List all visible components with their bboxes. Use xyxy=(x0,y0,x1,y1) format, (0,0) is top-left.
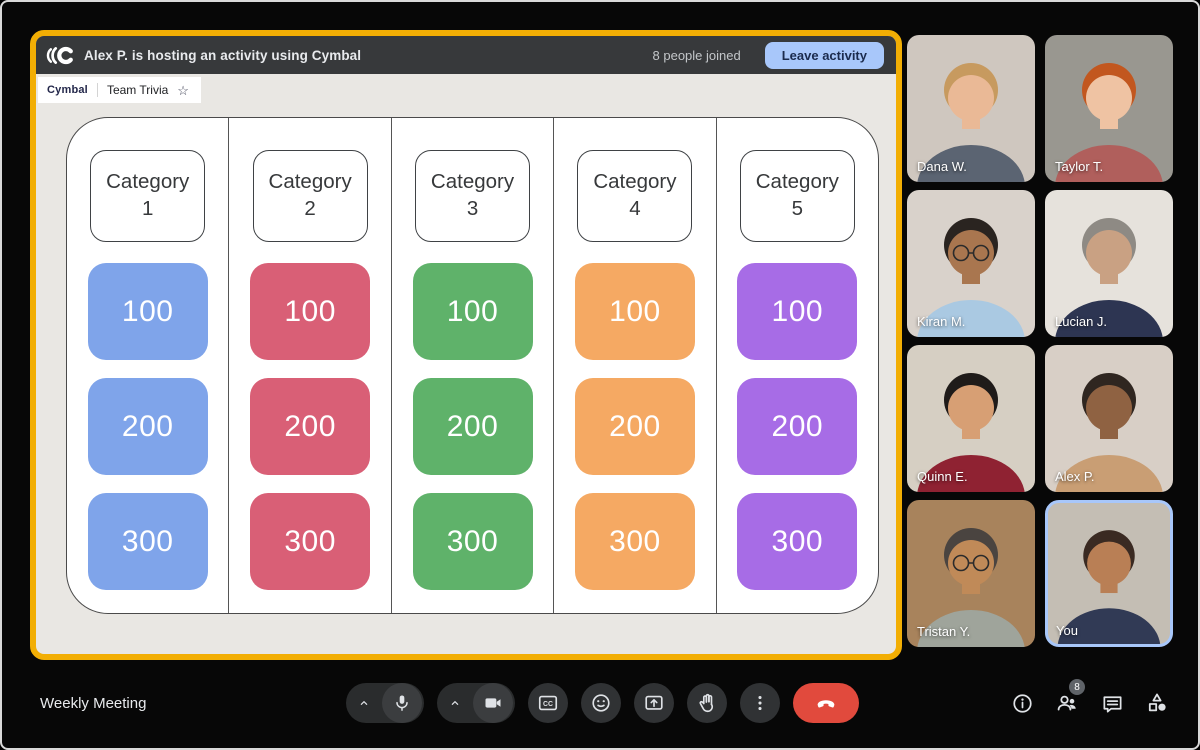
end-call-icon xyxy=(817,700,835,708)
participant-video xyxy=(1055,218,1163,337)
raise-hand-button[interactable] xyxy=(687,683,727,723)
meeting-title: Weekly Meeting xyxy=(40,695,147,712)
participant-video xyxy=(917,373,1025,492)
participant-name: Lucian J. xyxy=(1055,314,1108,329)
participant-grid: Dana W. Taylor T. Kiran M. xyxy=(907,35,1173,647)
cymbal-app-tab[interactable]: Cymbal Team Trivia ☆ xyxy=(38,77,201,103)
video-tile-quinn[interactable]: Quinn E. xyxy=(907,345,1035,492)
more-options-icon xyxy=(758,695,762,711)
cymbal-logo-icon xyxy=(46,46,73,64)
video-tile-taylor[interactable]: Taylor T. xyxy=(1045,35,1173,182)
mic-options-chevron-icon[interactable] xyxy=(346,695,382,711)
video-tile-you[interactable]: You xyxy=(1045,500,1173,647)
camera-control xyxy=(437,683,515,723)
smiley-icon xyxy=(592,694,610,712)
category-header: Category 4 xyxy=(577,150,693,242)
tile-cat4-100[interactable]: 100 xyxy=(574,263,695,360)
activity-header: Alex P. is hosting an activity using Cym… xyxy=(36,36,896,74)
mic-button[interactable] xyxy=(382,683,422,723)
tile-cat3-200[interactable]: 200 xyxy=(412,378,533,475)
category-header: Category 5 xyxy=(739,150,855,242)
activities-icon xyxy=(1148,693,1166,712)
tile-cat2-300[interactable]: 300 xyxy=(250,493,371,590)
captions-button[interactable]: CC xyxy=(528,683,568,723)
tile-cat3-100[interactable]: 100 xyxy=(412,263,533,360)
tile-cat4-300[interactable]: 300 xyxy=(574,493,695,590)
chat-icon xyxy=(1102,695,1122,713)
camera-options-chevron-icon[interactable] xyxy=(437,695,473,711)
svg-text:CC: CC xyxy=(543,701,553,708)
participant-name: Alex P. xyxy=(1055,469,1095,484)
participant-video xyxy=(917,218,1025,337)
video-tile-dana[interactable]: Dana W. xyxy=(907,35,1035,182)
category-header: Category 3 xyxy=(415,150,531,242)
video-tile-alex[interactable]: Alex P. xyxy=(1045,345,1173,492)
meeting-details-button[interactable] xyxy=(1008,689,1036,717)
category-header: Category 2 xyxy=(252,150,368,242)
tile-cat2-100[interactable]: 100 xyxy=(250,263,371,360)
activity-content: Cymbal Team Trivia ☆ Category 1 100 200 … xyxy=(36,74,896,654)
participant-video xyxy=(917,63,1025,182)
video-tile-tristan[interactable]: Tristan Y. xyxy=(907,500,1035,647)
tile-cat5-200[interactable]: 200 xyxy=(737,378,858,475)
end-call-button[interactable] xyxy=(793,683,859,723)
tile-cat5-300[interactable]: 300 xyxy=(737,493,858,590)
cymbal-brand-label: Cymbal xyxy=(47,84,88,96)
tile-cat1-200[interactable]: 200 xyxy=(87,378,208,475)
people-joined-count: 8 people joined xyxy=(652,47,741,63)
board-column-5: Category 5 100 200 300 xyxy=(715,118,878,613)
reactions-button[interactable] xyxy=(581,683,621,723)
tab-title: Team Trivia xyxy=(106,83,169,97)
call-controls: CC xyxy=(346,683,859,723)
star-icon[interactable]: ☆ xyxy=(177,82,189,98)
participant-video xyxy=(1055,373,1163,492)
participant-video xyxy=(1057,530,1161,644)
present-icon xyxy=(645,695,663,710)
chat-panel-button[interactable] xyxy=(1098,689,1126,717)
tile-cat4-200[interactable]: 200 xyxy=(574,378,695,475)
leave-activity-button[interactable]: Leave activity xyxy=(764,41,884,69)
glasses xyxy=(952,244,990,262)
video-tile-kiran[interactable]: Kiran M. xyxy=(907,190,1035,337)
people-count-badge: 8 xyxy=(1069,679,1085,695)
raise-hand-icon xyxy=(699,693,713,713)
category-header: Category 1 xyxy=(90,150,206,242)
video-tile-lucian[interactable]: Lucian J. xyxy=(1045,190,1173,337)
more-options-button[interactable] xyxy=(740,683,780,723)
camera-button[interactable] xyxy=(473,683,513,723)
tab-divider xyxy=(96,83,98,97)
mic-icon xyxy=(396,695,408,711)
participant-name: You xyxy=(1056,623,1078,638)
participant-video xyxy=(917,528,1025,647)
activities-panel-button[interactable] xyxy=(1143,689,1171,717)
tile-cat2-200[interactable]: 200 xyxy=(250,378,371,475)
trivia-board: Category 1 100 200 300 Category 2 100 20… xyxy=(66,117,879,614)
shared-activity-screen: Alex P. is hosting an activity using Cym… xyxy=(30,30,902,660)
participant-name: Taylor T. xyxy=(1055,159,1104,174)
board-column-4: Category 4 100 200 300 xyxy=(553,118,715,613)
tile-cat5-100[interactable]: 100 xyxy=(737,263,858,360)
present-button[interactable] xyxy=(634,683,674,723)
glasses xyxy=(952,554,990,572)
camera-icon xyxy=(485,698,501,708)
participant-name: Dana W. xyxy=(917,159,967,174)
mic-control xyxy=(346,683,424,723)
participant-name: Tristan Y. xyxy=(917,624,971,639)
info-icon xyxy=(1012,693,1032,713)
meeting-panel-icons: 8 xyxy=(1008,679,1171,717)
tile-cat3-300[interactable]: 300 xyxy=(412,493,533,590)
activity-title: Alex P. is hosting an activity using Cym… xyxy=(84,47,362,63)
participant-video xyxy=(1055,63,1163,182)
participant-name: Kiran M. xyxy=(917,314,966,329)
board-column-2: Category 2 100 200 300 xyxy=(228,118,390,613)
people-panel-button[interactable]: 8 xyxy=(1053,679,1085,717)
tile-cat1-300[interactable]: 300 xyxy=(87,493,208,590)
board-column-1: Category 1 100 200 300 xyxy=(67,118,228,613)
people-icon xyxy=(1057,695,1076,711)
board-column-3: Category 3 100 200 300 xyxy=(390,118,553,613)
participant-name: Quinn E. xyxy=(917,469,968,484)
tile-cat1-100[interactable]: 100 xyxy=(87,263,208,360)
captions-icon: CC xyxy=(538,695,558,711)
